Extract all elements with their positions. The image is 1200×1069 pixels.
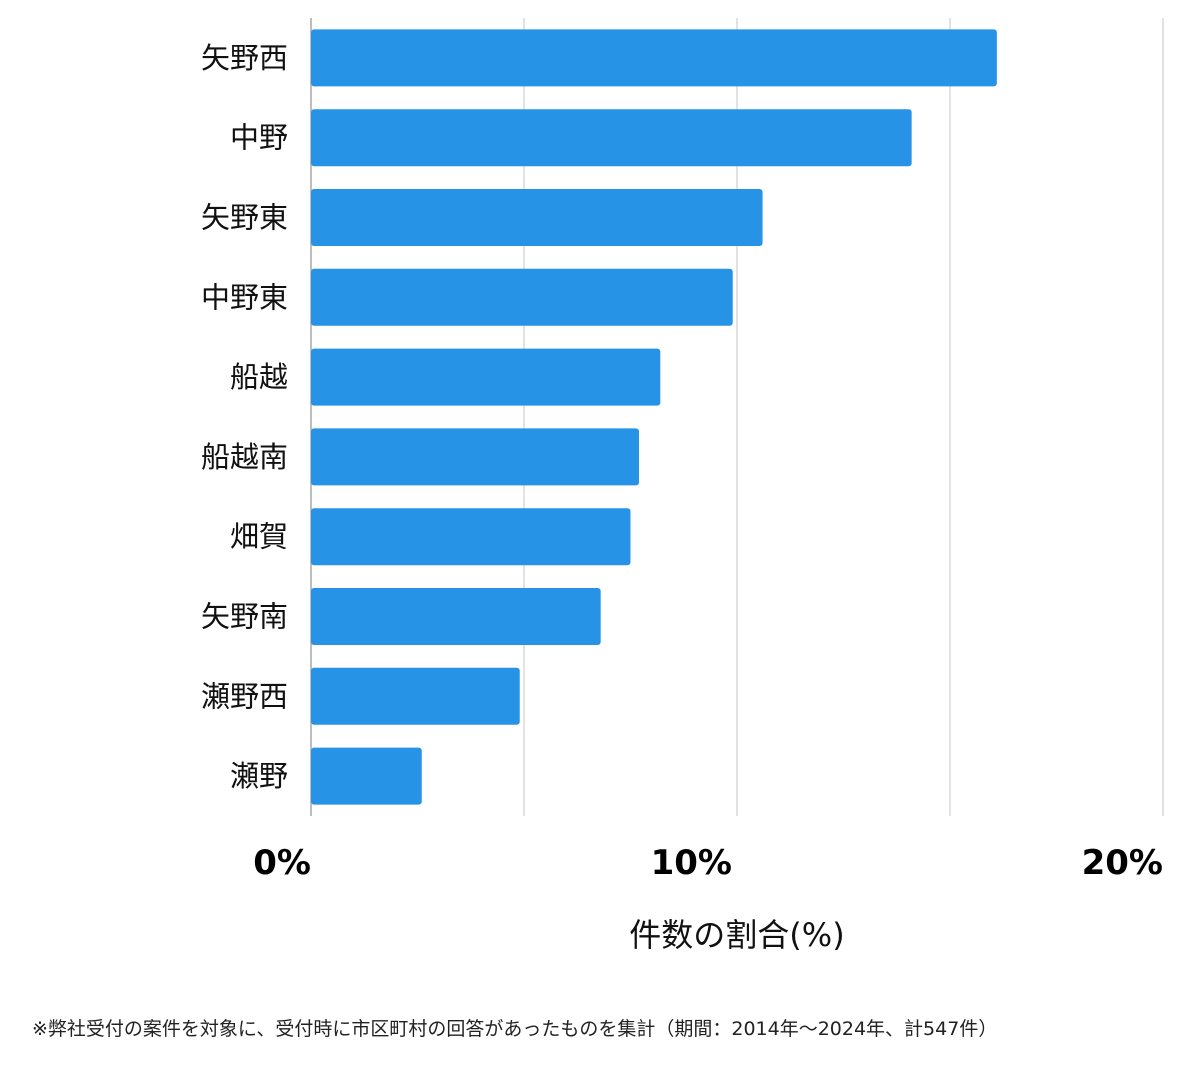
bar	[311, 189, 763, 246]
bar	[311, 588, 601, 645]
category-label: 瀬野西	[201, 679, 288, 713]
category-label: 矢野東	[201, 201, 288, 235]
category-label: 中野東	[201, 280, 288, 314]
x-axis-title: 件数の割合(%)	[629, 916, 844, 954]
category-label: 船越	[230, 360, 288, 394]
x-tick-label: 0%	[253, 843, 311, 883]
bar	[311, 428, 640, 486]
category-label: 船越南	[201, 440, 288, 474]
bar	[311, 268, 733, 326]
category-label: 矢野西	[201, 41, 288, 75]
x-tick-label: 20%	[1082, 843, 1163, 883]
x-tick-label: 10%	[651, 843, 732, 883]
bar	[311, 29, 997, 87]
bar	[311, 508, 631, 566]
footnote: ※弊社受付の案件を対象に、受付時に市区町村の回答があったものを集計（期間：201…	[32, 1018, 998, 1040]
bar	[311, 747, 422, 805]
category-label: 瀬野	[230, 759, 288, 793]
category-label: 中野	[230, 121, 288, 155]
bars	[311, 29, 997, 805]
category-label: 矢野南	[201, 600, 288, 634]
x-tick-labels: 0% 10% 20%	[253, 843, 1163, 883]
bar	[311, 348, 661, 406]
category-label: 畑賀	[230, 520, 288, 554]
bar	[311, 667, 520, 725]
bar	[311, 109, 912, 167]
